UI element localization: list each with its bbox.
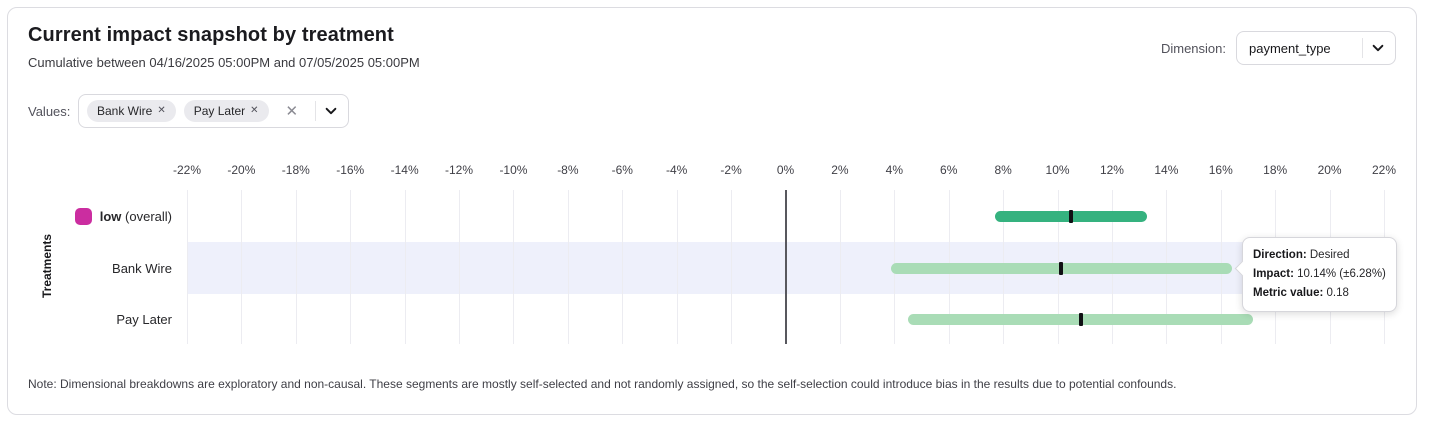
- tooltip-metric-value: Metric value: 0.18: [1253, 287, 1349, 299]
- x-axis-tick-label: 12%: [1099, 163, 1124, 177]
- gridline: [350, 190, 352, 344]
- impact-center-tick: [1069, 210, 1074, 223]
- variant-legend-swatch: [74, 208, 92, 225]
- chart-tooltip: Direction: Desired Impact: 10.14% (±6.28…: [1234, 237, 1397, 312]
- x-axis-tick-label: 18%: [1263, 163, 1288, 177]
- gridline: [187, 190, 188, 344]
- x-axis-tick-label: -6%: [611, 163, 633, 177]
- gridline: [839, 190, 841, 344]
- gridline: [459, 190, 461, 344]
- dimension-select[interactable]: payment_type: [1236, 31, 1396, 65]
- x-axis-tick-label: -4%: [666, 163, 688, 177]
- impact-interval-bar[interactable]: [890, 261, 1233, 275]
- x-axis-tick-label: 4%: [885, 163, 903, 177]
- gridline: [404, 190, 406, 344]
- impact-center-tick: [1059, 261, 1064, 275]
- x-axis-tick-label: -16%: [336, 163, 365, 177]
- x-axis-tick-label: 20%: [1317, 163, 1342, 177]
- chip-label: Bank Wire: [97, 104, 153, 118]
- chevron-down-icon[interactable]: [324, 104, 338, 118]
- dimension-selected-value: payment_type: [1249, 40, 1331, 56]
- remove-chip-icon[interactable]: ✕: [250, 105, 259, 116]
- gridline: [622, 190, 624, 344]
- gridline: [676, 190, 678, 344]
- x-axis-tick-label: -14%: [390, 163, 419, 177]
- remove-chip-icon[interactable]: ✕: [157, 105, 166, 116]
- x-axis-tick-label: -20%: [227, 163, 256, 177]
- x-axis-tick-label: 8%: [994, 163, 1012, 177]
- x-axis-tick-label: 0%: [776, 163, 795, 177]
- dimension-control: Dimension: payment_type: [1161, 31, 1396, 65]
- x-axis-tick-label: 2%: [831, 163, 849, 177]
- gridline: [295, 190, 297, 344]
- dimension-label: Dimension:: [1160, 40, 1226, 56]
- clear-all-icon[interactable]: ✕: [285, 102, 299, 120]
- gridline: [513, 190, 515, 344]
- page-title: Current impact snapshot by treatment: [28, 24, 394, 46]
- tooltip-impact: Impact: 10.14% (±6.28%): [1253, 268, 1386, 280]
- x-axis-tick-label: 14%: [1154, 163, 1179, 177]
- value-chip-pay-later[interactable]: Pay Later ✕: [183, 100, 269, 122]
- x-axis-tick-label: -8%: [557, 163, 579, 177]
- impact-interval-bar[interactable]: [907, 313, 1254, 326]
- impact-interval-bar[interactable]: [994, 210, 1148, 223]
- x-axis-tick-label: 16%: [1208, 163, 1233, 177]
- select-divider: [1362, 38, 1363, 58]
- footnote: Note: Dimensional breakdowns are explora…: [28, 377, 1177, 391]
- date-range-subtitle: Cumulative between 04/16/2025 05:00PM an…: [28, 55, 420, 70]
- row-label-pay-later: Pay Later: [116, 312, 172, 327]
- x-axis-tick-label: -10%: [499, 163, 528, 177]
- row-label-bank-wire: Bank Wire: [112, 260, 172, 276]
- x-axis-tick-label: -22%: [172, 163, 201, 177]
- x-axis-tick-label: -2%: [720, 163, 742, 177]
- gridline: [731, 190, 733, 344]
- tooltip-direction: Direction: Desired: [1253, 249, 1350, 261]
- x-axis-tick-label: -12%: [445, 163, 474, 177]
- value-chip-bank-wire[interactable]: Bank Wire ✕: [87, 100, 176, 122]
- values-multiselect[interactable]: Bank Wire ✕ Pay Later ✕ ✕: [78, 94, 350, 128]
- impact-center-tick: [1078, 313, 1083, 326]
- x-axis-tick-label: -18%: [281, 163, 310, 177]
- x-axis-tick-label: 22%: [1371, 163, 1397, 177]
- x-axis-tick-label: 10%: [1045, 163, 1070, 177]
- chevron-down-icon[interactable]: [1371, 41, 1385, 55]
- chip-label: Pay Later: [193, 104, 246, 118]
- gridline: [567, 190, 569, 344]
- select-divider: [315, 101, 317, 121]
- zero-baseline: [784, 190, 787, 344]
- gridline: [241, 190, 243, 344]
- values-label: Values:: [28, 104, 71, 119]
- x-axis-tick-label: 6%: [940, 163, 958, 177]
- row-label-low: low (overall): [22, 208, 172, 225]
